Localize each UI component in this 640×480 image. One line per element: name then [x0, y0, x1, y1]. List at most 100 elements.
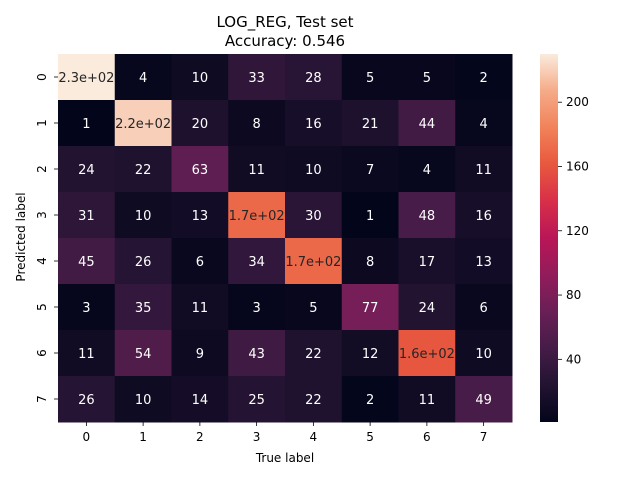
- x-tick-label-5: 5: [366, 430, 374, 444]
- x-tick-label-4: 4: [310, 430, 318, 444]
- heatmap-cell-r7-c1: [114, 376, 172, 423]
- x-tick-label-6: 6: [423, 430, 431, 444]
- x-tick-label-0: 0: [83, 430, 91, 444]
- cell-value-r4-c3: 34: [248, 255, 265, 270]
- heatmap-cell-r3-c0: [58, 192, 116, 239]
- heatmap-cell-r0-c7: [455, 54, 513, 101]
- cell-value-r7-c3: 25: [248, 393, 265, 408]
- cell-value-r6-c6: 1.6e+02: [399, 347, 455, 362]
- heatmap-cell-r5-c7: [455, 284, 513, 331]
- heatmap-cell-r7-c7: [455, 376, 513, 423]
- cell-value-r2-c0: 24: [78, 163, 95, 178]
- heatmap-cell-r3-c6: [398, 192, 456, 239]
- cell-value-r4-c2: 6: [196, 255, 204, 270]
- cell-value-r0-c1: 4: [139, 71, 147, 86]
- heatmap-cell-r1-c0: [58, 100, 116, 147]
- cell-value-r4-c5: 8: [366, 255, 374, 270]
- heatmap-cell-r0-c3: [228, 54, 286, 101]
- colorbar-ticks: 40 80 120 160 200: [558, 95, 589, 366]
- cell-value-r7-c7: 49: [475, 393, 492, 408]
- cell-value-r1-c4: 16: [305, 117, 322, 132]
- heatmap-cell-r0-c1: [114, 54, 172, 101]
- cell-value-r0-c2: 10: [192, 71, 209, 86]
- x-tick-label-7: 7: [480, 430, 488, 444]
- heatmap-cell-r4-c3: [228, 238, 286, 285]
- cell-value-r4-c7: 13: [475, 255, 492, 270]
- heatmap-cell-r2-c1: [114, 146, 172, 193]
- heatmap-cell-r4-c6: [398, 238, 456, 285]
- heatmap-cell-r2-c5: [341, 146, 399, 193]
- cell-value-r5-c6: 24: [419, 301, 436, 316]
- cell-value-r2-c3: 11: [248, 163, 265, 178]
- heatmap-cell-r2-c7: [455, 146, 513, 193]
- cell-value-r4-c1: 26: [135, 255, 152, 270]
- cell-value-r1-c1: 2.2e+02: [115, 117, 171, 132]
- heatmap-cell-r4-c2: [171, 238, 229, 285]
- cell-value-r0-c7: 2: [479, 71, 487, 86]
- cell-value-r2-c6: 4: [423, 163, 431, 178]
- heatmap-cell-r5-c3: [228, 284, 286, 331]
- heatmap-cell-r1-c6: [398, 100, 456, 147]
- heatmap-cell-r1-c7: [455, 100, 513, 147]
- y-tick-label-6: 6: [35, 349, 49, 357]
- cell-value-r7-c5: 2: [366, 393, 374, 408]
- heatmap-cell-r3-c5: [341, 192, 399, 239]
- heatmap-cell-r5-c0: [58, 284, 116, 331]
- colorbar-tick-label-1: 80: [566, 288, 581, 302]
- heatmap-cell-r1-c5: [341, 100, 399, 147]
- heatmap-cell-r0-c6: [398, 54, 456, 101]
- heatmap-cell-r3-c2: [171, 192, 229, 239]
- cell-value-r6-c5: 12: [362, 347, 379, 362]
- cell-value-r4-c4: 1.7e+02: [285, 255, 341, 270]
- cell-value-r5-c5: 77: [362, 301, 379, 316]
- y-tick-label-4: 4: [35, 257, 49, 265]
- cell-value-r2-c4: 10: [305, 163, 322, 178]
- heatmap-cell-r5-c4: [285, 284, 343, 331]
- cell-value-r5-c7: 6: [479, 301, 487, 316]
- heatmap-cell-r4-c7: [455, 238, 513, 285]
- heatmap-cell-labels: 2.3e+02 4 10 33 28 5 5 21 2.2e+02 20 8 16 21 44 424 22 6…: [58, 71, 492, 408]
- colorbar-tick-label-3: 160: [566, 159, 589, 173]
- heatmap-cell-r5-c1: [114, 284, 172, 331]
- heatmap-cell-r6-c6: [398, 330, 456, 377]
- heatmap-cell-r1-c1: [114, 100, 172, 147]
- heatmap-cell-r0-c0: [58, 54, 116, 101]
- y-axis-ticks: 0 1 2 3 4 5 6 7: [35, 73, 58, 403]
- heatmap-cell-r5-c2: [171, 284, 229, 331]
- y-tick-label-7: 7: [35, 395, 49, 403]
- cell-value-r1-c2: 20: [192, 117, 209, 132]
- cell-value-r7-c4: 22: [305, 393, 322, 408]
- y-tick-label-1: 1: [35, 119, 49, 127]
- chart-subtitle: Accuracy: 0.546: [225, 32, 345, 50]
- heatmap-cell-r6-c4: [285, 330, 343, 377]
- heatmap-cell-r7-c4: [285, 376, 343, 423]
- x-tick-label-2: 2: [196, 430, 204, 444]
- x-axis-label: True label: [255, 451, 314, 465]
- cell-value-r1-c7: 4: [479, 117, 487, 132]
- cell-value-r5-c1: 35: [135, 301, 152, 316]
- heatmap-cell-r5-c5: [341, 284, 399, 331]
- chart-title: LOG_REG, Test set: [216, 13, 353, 32]
- cell-value-r7-c0: 26: [78, 393, 95, 408]
- x-tick-label-1: 1: [139, 430, 147, 444]
- heatmap-cell-r6-c3: [228, 330, 286, 377]
- x-tick-label-3: 3: [253, 430, 261, 444]
- heatmap-cell-r2-c0: [58, 146, 116, 193]
- cell-value-r3-c3: 1.7e+02: [229, 209, 285, 224]
- cell-value-r3-c5: 1: [366, 209, 374, 224]
- y-tick-label-5: 5: [35, 303, 49, 311]
- cell-value-r4-c6: 17: [419, 255, 436, 270]
- cell-value-r1-c6: 44: [419, 117, 436, 132]
- heatmap-cell-r6-c1: [114, 330, 172, 377]
- cell-value-r6-c0: 11: [78, 347, 95, 362]
- cell-value-r5-c2: 11: [192, 301, 209, 316]
- heatmap-cell-r0-c5: [341, 54, 399, 101]
- heatmap-cell-r7-c6: [398, 376, 456, 423]
- cell-value-r7-c2: 14: [192, 393, 209, 408]
- cell-value-r3-c4: 30: [305, 209, 322, 224]
- cell-value-r3-c2: 13: [192, 209, 209, 224]
- heatmap-cell-r1-c4: [285, 100, 343, 147]
- heatmap-cell-r4-c5: [341, 238, 399, 285]
- heatmap-cell-r6-c2: [171, 330, 229, 377]
- heatmap-cell-r1-c2: [171, 100, 229, 147]
